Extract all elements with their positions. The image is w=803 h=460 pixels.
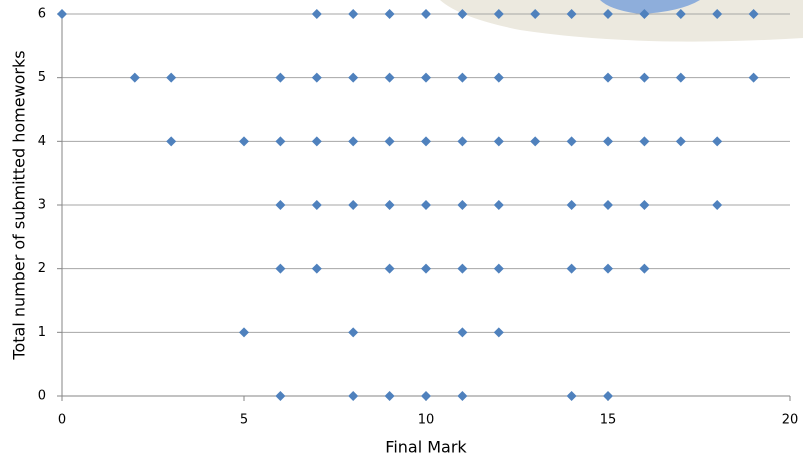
point: [639, 200, 649, 210]
point: [567, 136, 577, 146]
point: [348, 391, 358, 401]
point: [567, 264, 577, 274]
point: [312, 264, 322, 274]
y-tick-label: 6: [38, 7, 46, 22]
point: [603, 200, 613, 210]
point: [385, 200, 395, 210]
point: [457, 200, 467, 210]
point: [385, 73, 395, 83]
point: [312, 200, 322, 210]
chart: 0 1 2 3 4 5 6 0 5 10 15 20 Final Mark Total number …: [0, 0, 803, 460]
point: [275, 200, 285, 210]
point: [385, 391, 395, 401]
point: [676, 136, 686, 146]
x-tick-label: 5: [240, 413, 248, 428]
point: [348, 136, 358, 146]
plot-area: 0 1 2 3 4 5 6 0 5 10 15 20: [38, 7, 799, 428]
x-tick-label: 20: [782, 413, 799, 428]
point: [421, 73, 431, 83]
point: [275, 136, 285, 146]
point: [421, 264, 431, 274]
point: [239, 136, 249, 146]
x-tick-label: 10: [418, 413, 435, 428]
point: [457, 391, 467, 401]
point: [457, 136, 467, 146]
point: [603, 136, 613, 146]
point: [603, 264, 613, 274]
decoration: [440, 0, 803, 42]
point: [275, 391, 285, 401]
point: [712, 200, 722, 210]
point: [749, 73, 759, 83]
point: [385, 9, 395, 19]
point: [457, 327, 467, 337]
point: [639, 136, 649, 146]
point: [421, 391, 431, 401]
point: [275, 264, 285, 274]
point: [457, 73, 467, 83]
point: [530, 136, 540, 146]
point: [712, 136, 722, 146]
point: [312, 136, 322, 146]
point: [567, 200, 577, 210]
point: [457, 264, 467, 274]
point: [421, 136, 431, 146]
point: [312, 73, 322, 83]
point: [421, 9, 431, 19]
point: [385, 136, 395, 146]
point: [494, 200, 504, 210]
point: [494, 327, 504, 337]
point: [239, 327, 249, 337]
point: [639, 264, 649, 274]
point: [348, 9, 358, 19]
point: [385, 264, 395, 274]
y-tick-label: 1: [38, 325, 46, 340]
x-tick-label: 0: [58, 413, 66, 428]
point: [130, 73, 140, 83]
point: [421, 200, 431, 210]
point: [348, 73, 358, 83]
y-tick-label: 0: [38, 389, 46, 404]
y-tick-label: 5: [38, 70, 46, 85]
point: [348, 200, 358, 210]
point: [57, 9, 67, 19]
point: [166, 136, 176, 146]
point: [494, 73, 504, 83]
x-tick-label: 15: [600, 413, 617, 428]
point: [603, 73, 613, 83]
point: [567, 391, 577, 401]
x-axis-title: Final Mark: [385, 438, 467, 457]
y-tick-label: 3: [38, 198, 46, 213]
y-tick-label: 2: [38, 261, 46, 276]
point: [494, 136, 504, 146]
point: [676, 73, 686, 83]
point: [494, 264, 504, 274]
point: [348, 327, 358, 337]
point: [275, 73, 285, 83]
point: [312, 9, 322, 19]
y-tick-label: 4: [38, 134, 46, 149]
y-axis-title: Total number of submitted homeworks: [10, 50, 29, 360]
point: [639, 73, 649, 83]
point: [603, 391, 613, 401]
point: [166, 73, 176, 83]
